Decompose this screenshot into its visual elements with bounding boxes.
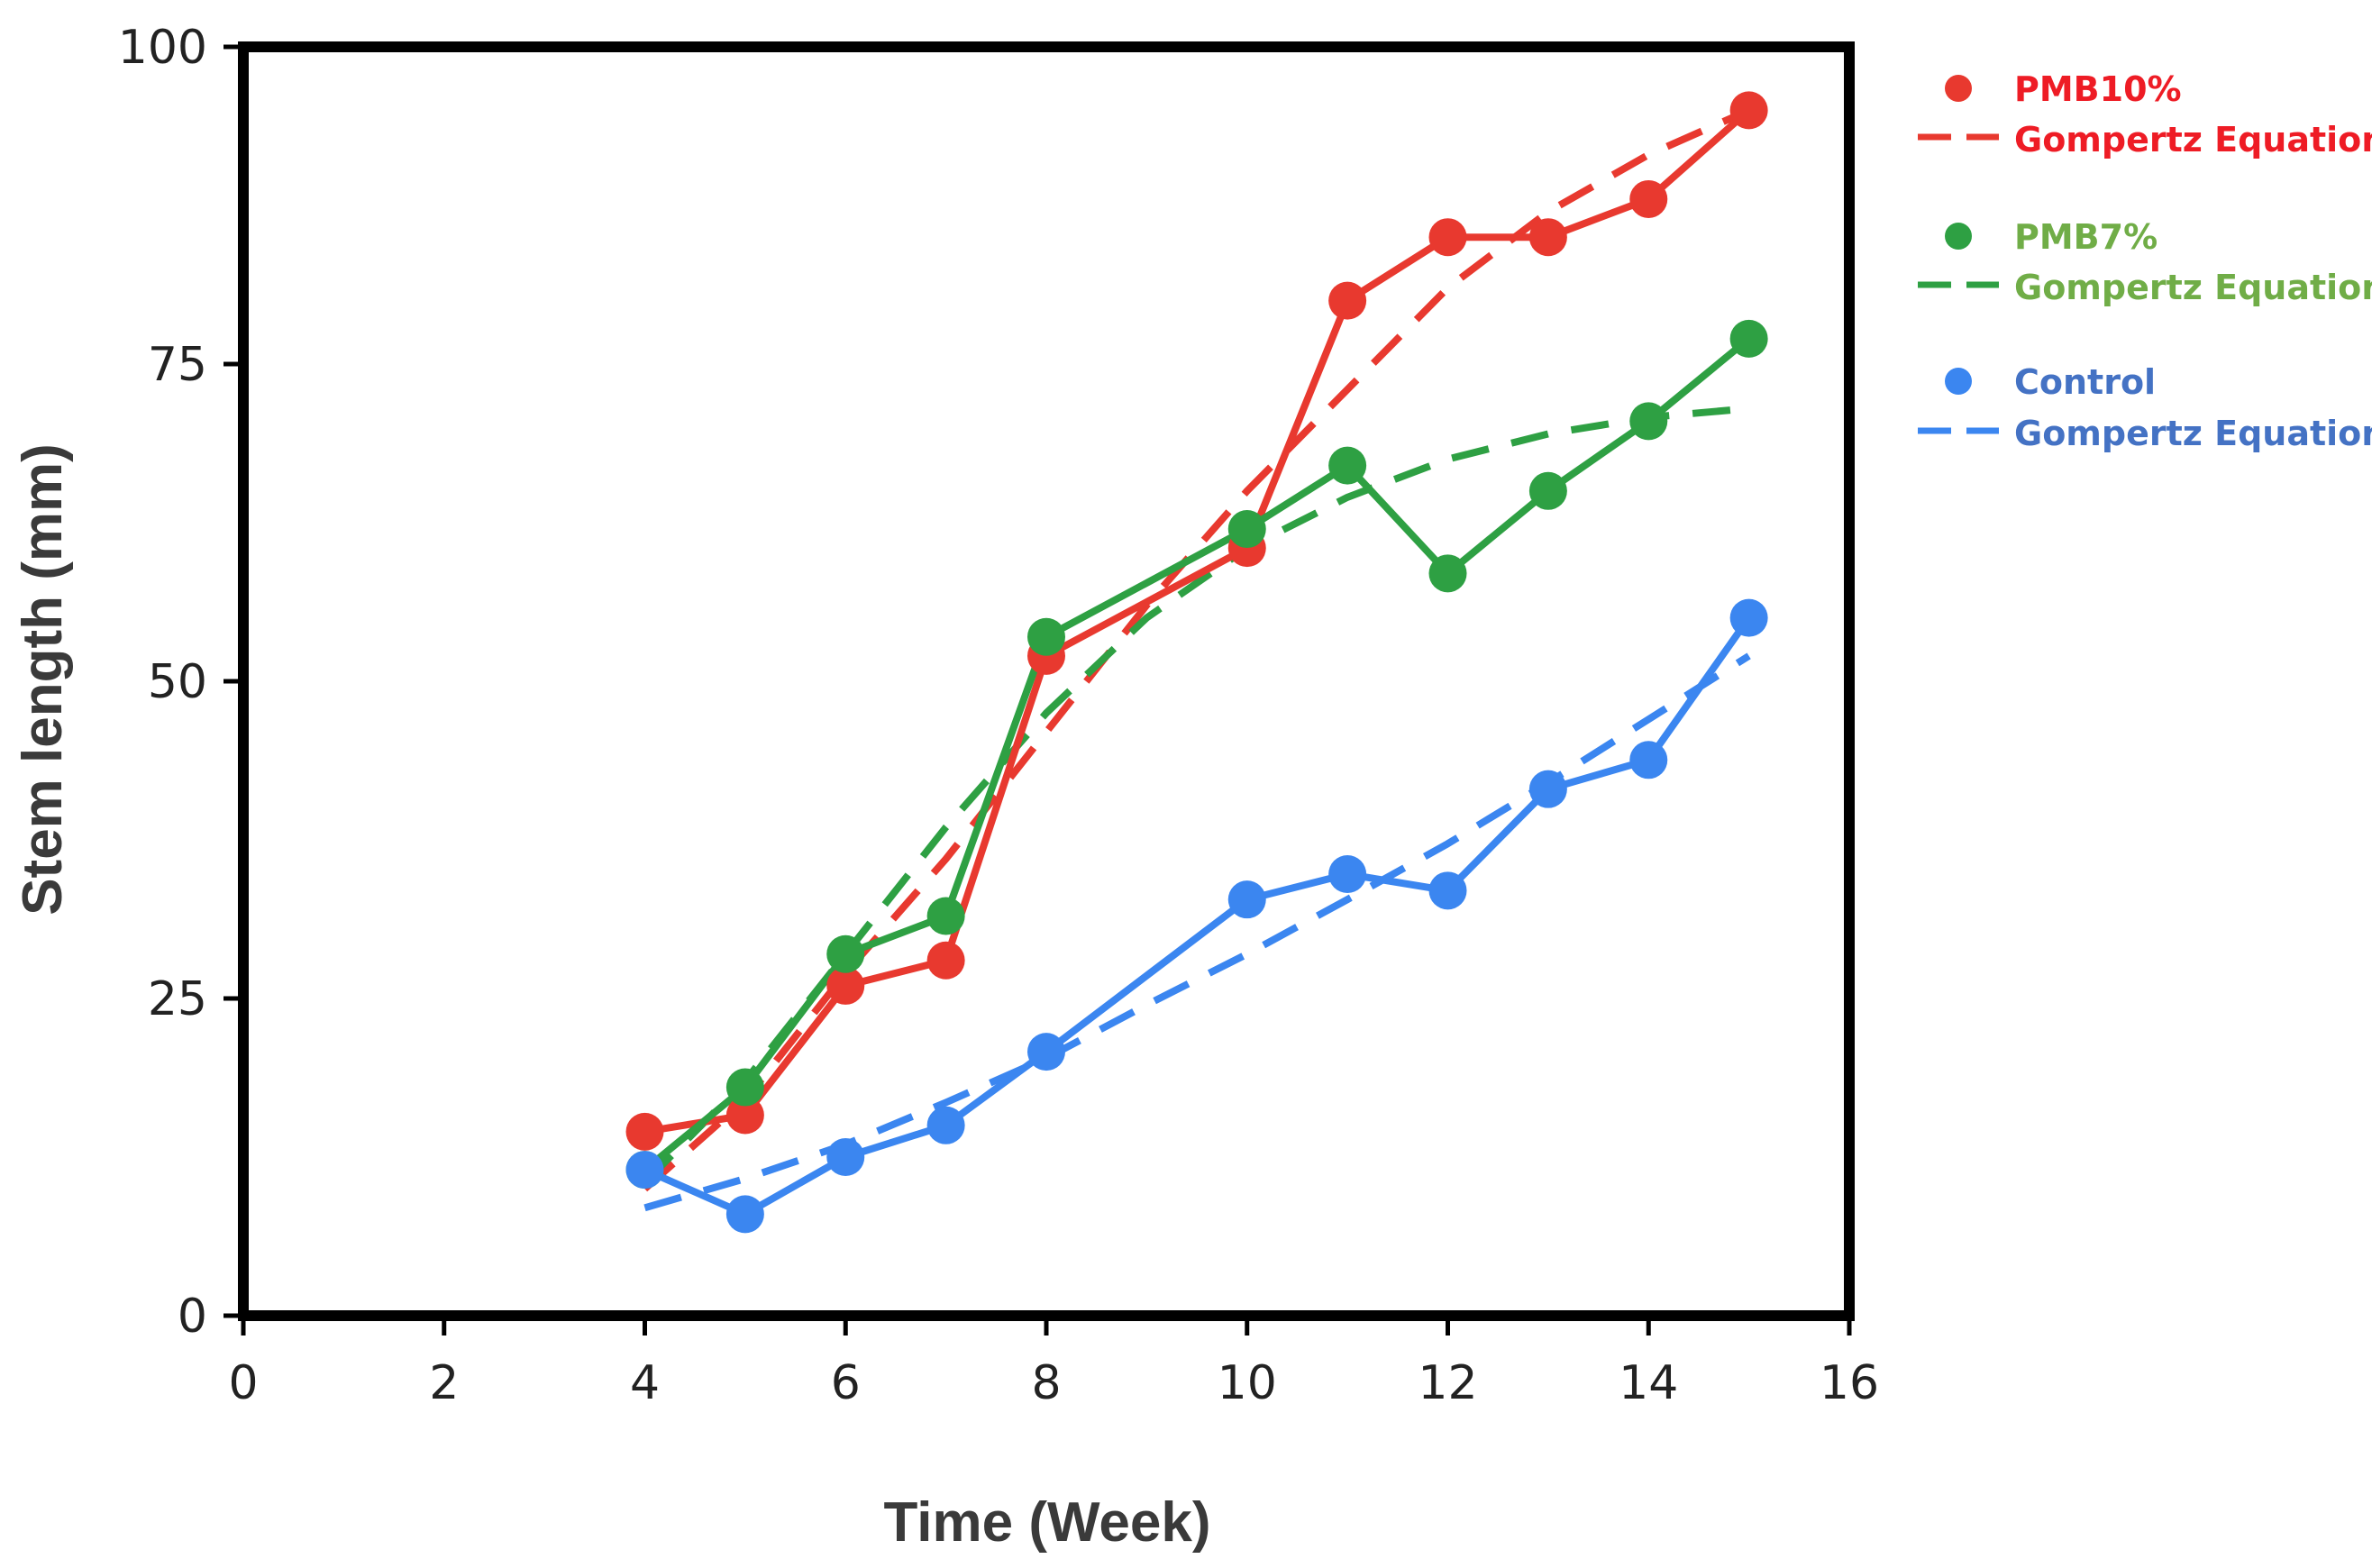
series-line-pmb10: [643, 107, 1752, 1135]
x-axis-title: Time (Week): [884, 1491, 1211, 1554]
legend-label: Gompertz Equation: [2014, 120, 2372, 160]
data-point-pmb7: [826, 934, 865, 973]
data-point-pmb10: [1629, 179, 1668, 218]
data-point-pmb10: [1528, 218, 1567, 257]
y-tick-label: 100: [118, 21, 207, 75]
data-point-control: [725, 1195, 764, 1234]
data-point-pmb10: [826, 966, 865, 1005]
data-point-pmb7: [725, 1068, 764, 1107]
legend-label: PMB10%: [2014, 69, 2182, 109]
y-tick-label: 50: [148, 655, 207, 709]
y-tick-label: 75: [148, 338, 207, 392]
data-point-pmb7: [1428, 554, 1467, 593]
series-layer: [625, 91, 1768, 1234]
x-tick-label: 16: [1820, 1356, 1879, 1410]
x-tick-label: 4: [630, 1356, 660, 1410]
legend-label: Gompertz Equation: [2014, 414, 2372, 453]
plot-frame: [238, 41, 1855, 1321]
data-point-pmb10: [926, 941, 965, 980]
series-line-control: [643, 615, 1752, 1218]
data-point-pmb7: [1729, 319, 1768, 358]
data-point-control: [1027, 1033, 1065, 1071]
data-point-control: [1729, 598, 1768, 637]
data-point-pmb7: [1629, 402, 1668, 441]
data-point-control: [1528, 770, 1567, 808]
legend-label: PMB7%: [2014, 217, 2158, 257]
x-tick-label: 6: [831, 1356, 861, 1410]
data-point-control: [1428, 871, 1467, 910]
axis-layer: 0 2 4 6 8 10 12 14 16 0 25 50 75 100: [118, 21, 1879, 1410]
data-point-control: [826, 1138, 865, 1176]
x-tick-label: 10: [1218, 1356, 1277, 1410]
legend: PMB10% Gompertz Equation PMB7% Gompertz Equ…: [1918, 69, 2372, 453]
data-point-control: [926, 1106, 965, 1144]
data-point-control: [1328, 855, 1367, 894]
data-point-pmb10: [1729, 91, 1768, 130]
legend-label: Control: [2014, 362, 2156, 402]
data-point-control: [625, 1151, 664, 1190]
data-point-pmb10: [1428, 218, 1467, 257]
y-axis-title: Stem length (mm): [12, 443, 74, 916]
legend-dot-marker: [1945, 368, 1972, 395]
x-tick-label: 14: [1619, 1356, 1678, 1410]
data-point-pmb10: [725, 1096, 764, 1135]
data-point-control: [1227, 880, 1266, 919]
legend-dot-marker: [1945, 223, 1972, 250]
data-point-pmb7: [926, 897, 965, 935]
data-point-pmb10: [625, 1112, 664, 1151]
data-point-pmb10: [1328, 281, 1367, 320]
y-tick-label: 25: [148, 972, 207, 1026]
data-point-pmb7: [1027, 617, 1065, 656]
x-tick-label: 0: [228, 1356, 258, 1410]
data-point-pmb7: [1227, 510, 1266, 549]
x-tick-label: 12: [1418, 1356, 1477, 1410]
series-line-pmb7: [642, 335, 1752, 1173]
data-point-pmb7: [1328, 446, 1367, 485]
x-tick-label: 8: [1031, 1356, 1061, 1410]
data-point-control: [1629, 741, 1668, 779]
fit-line-control: [643, 652, 1751, 1212]
x-tick-label: 2: [429, 1356, 459, 1410]
data-point-pmb7: [1528, 471, 1567, 510]
legend-dot-marker: [1945, 75, 1972, 102]
fit-line-pmb7: [642, 405, 1749, 1185]
legend-label: Gompertz Equation: [2014, 268, 2372, 307]
y-tick-label: 0: [178, 1290, 207, 1344]
